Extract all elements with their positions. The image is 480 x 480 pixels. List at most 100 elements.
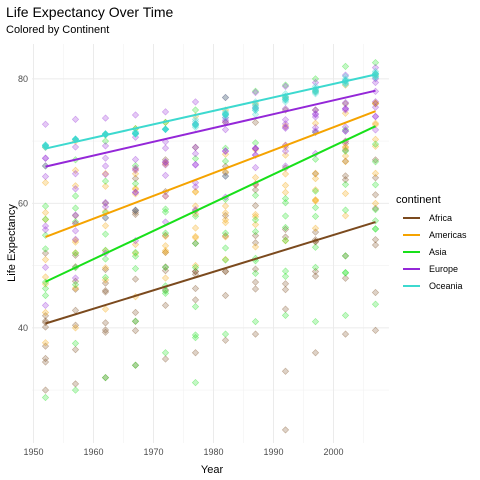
x-tick-label: 1990 [263,447,283,457]
data-point [131,208,140,216]
data-point [341,143,350,151]
data-point [101,198,110,207]
data-point [41,143,50,151]
data-point [191,183,200,191]
data-point [221,110,230,119]
data-point [101,154,110,162]
data-point [341,104,350,113]
data-point [281,285,290,294]
data-point [281,212,290,220]
data-point [251,139,260,147]
data-point [71,192,80,200]
data-point [371,70,380,78]
data-point [221,113,230,122]
data-point [101,130,110,138]
data-point [131,188,140,197]
data-point [281,124,290,132]
data-point [281,199,290,207]
data-point [371,169,380,177]
data-point [251,227,260,236]
data-point [371,126,380,134]
data-point [191,160,200,169]
data-point [101,214,110,222]
data-point [131,185,140,194]
data-point [71,346,80,354]
data-point [131,327,140,335]
data-point [311,224,320,232]
data-point [281,81,290,89]
data-point [281,95,290,104]
data-point [101,177,110,185]
data-point [41,358,50,366]
data-point [101,114,110,122]
data-point [161,125,170,133]
tick-labels: 1950 1960 1970 1980 1990 2000 40 60 80 [18,74,344,457]
data-point [131,164,140,172]
data-point [221,169,230,177]
data-point [161,248,170,256]
data-point [191,239,200,247]
data-point [161,231,170,240]
data-point [311,170,320,178]
data-point [161,125,170,133]
data-point [71,211,80,219]
data-point [131,188,140,196]
data-point [71,280,80,289]
data-point [281,94,290,102]
data-point [221,216,230,224]
data-point [341,105,350,113]
data-point [371,73,380,82]
data-point [131,165,140,173]
data-point [131,317,140,325]
data-point [341,72,350,80]
data-point [191,123,200,132]
data-point [251,106,260,114]
data-point [161,125,170,133]
data-point [221,147,230,156]
data-point [251,201,260,210]
data-point [161,125,170,133]
data-point [41,215,50,223]
data-point [341,172,350,180]
trend-lines [45,73,376,325]
data-point [341,75,350,83]
data-point [311,212,320,221]
trend-line [45,89,376,168]
data-point [341,274,350,282]
data-point [281,94,290,102]
data-point [161,192,170,200]
data-point [191,106,200,114]
data-point [191,349,200,357]
data-point [131,179,140,188]
grid-lines [32,44,389,443]
data-point [101,170,110,178]
data-point [191,263,200,272]
data-point [311,196,320,204]
data-point [71,115,80,123]
data-point [101,264,110,272]
data-point [161,242,170,250]
data-point [311,106,320,114]
data-point [221,150,230,158]
data-point [71,249,80,257]
data-point [251,146,260,154]
data-point [341,81,350,89]
data-point [341,127,350,135]
data-point [71,238,80,246]
data-point [131,184,140,192]
data-point [41,393,50,402]
data-point [41,354,50,363]
data-point [311,243,320,251]
data-point [251,104,260,112]
data-point [251,186,260,194]
data-point [131,129,140,137]
data-point [371,112,380,120]
data-point [101,288,110,296]
data-point [251,285,260,293]
data-point [131,129,140,137]
data-point [311,349,320,357]
data-point [341,158,350,166]
data-point [311,169,320,177]
data-point [191,378,200,387]
data-point [221,93,230,102]
